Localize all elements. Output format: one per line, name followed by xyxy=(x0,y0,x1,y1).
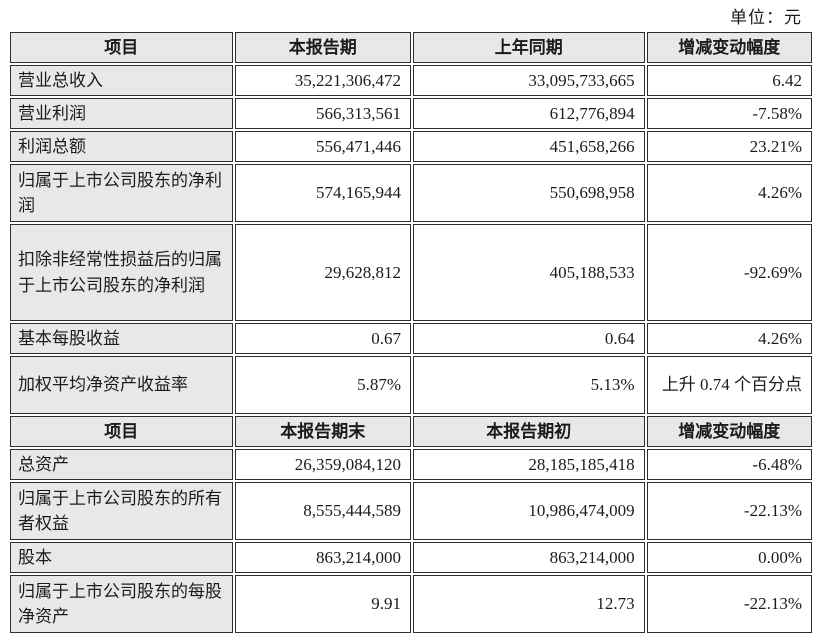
table-row: 营业利润 566,313,561 612,776,894 -7.58% xyxy=(10,98,812,129)
current-value-cell: 5.87% xyxy=(234,356,411,414)
prior-value-cell: 612,776,894 xyxy=(412,98,645,129)
current-value-cell: 863,214,000 xyxy=(234,542,411,573)
table-row: 基本每股收益 0.67 0.64 4.26% xyxy=(10,323,812,354)
change-value-cell: 4.26% xyxy=(646,323,812,354)
prior-value-cell: 451,658,266 xyxy=(412,131,645,162)
table1-header-row: 项目 本报告期 上年同期 增减变动幅度 xyxy=(10,32,812,63)
item-cell: 营业利润 xyxy=(10,98,233,129)
table1-header-item: 项目 xyxy=(10,32,233,63)
prior-value-cell: 863,214,000 xyxy=(412,542,645,573)
prior-value-cell: 405,188,533 xyxy=(412,224,645,321)
change-value-cell: 0.00% xyxy=(646,542,812,573)
table2-header-row: 项目 本报告期末 本报告期初 增减变动幅度 xyxy=(10,416,812,447)
table2-header-item: 项目 xyxy=(10,416,233,447)
current-value-cell: 0.67 xyxy=(234,323,411,354)
prior-value-cell: 0.64 xyxy=(412,323,645,354)
table-row: 归属于上市公司股东的所有者权益 8,555,444,589 10,986,474… xyxy=(10,482,812,540)
table-row: 营业总收入 35,221,306,472 33,095,733,665 6.42 xyxy=(10,65,812,96)
change-value-cell: -22.13% xyxy=(646,575,812,633)
table2-header-change: 增减变动幅度 xyxy=(646,416,812,447)
prior-value-cell: 33,095,733,665 xyxy=(412,65,645,96)
table-row: 归属于上市公司股东的每股净资产 9.91 12.73 -22.13% xyxy=(10,575,812,633)
change-value-cell: -92.69% xyxy=(646,224,812,321)
table-row: 归属于上市公司股东的净利润 574,165,944 550,698,958 4.… xyxy=(10,164,812,222)
current-value-cell: 9.91 xyxy=(234,575,411,633)
table-row: 扣除非经常性损益后的归属于上市公司股东的净利润 29,628,812 405,1… xyxy=(10,224,812,321)
current-value-cell: 35,221,306,472 xyxy=(234,65,411,96)
change-value-cell: 23.21% xyxy=(646,131,812,162)
prior-value-cell: 550,698,958 xyxy=(412,164,645,222)
current-value-cell: 556,471,446 xyxy=(234,131,411,162)
table2-header-current: 本报告期末 xyxy=(234,416,411,447)
table-row: 股本 863,214,000 863,214,000 0.00% xyxy=(10,542,812,573)
table1-header-change: 增减变动幅度 xyxy=(646,32,812,63)
change-value-cell: -6.48% xyxy=(646,449,812,480)
table1-header-prior: 上年同期 xyxy=(412,32,645,63)
item-cell: 基本每股收益 xyxy=(10,323,233,354)
change-value-cell: -22.13% xyxy=(646,482,812,540)
item-cell: 营业总收入 xyxy=(10,65,233,96)
item-cell: 归属于上市公司股东的所有者权益 xyxy=(10,482,233,540)
prior-value-cell: 5.13% xyxy=(412,356,645,414)
item-cell: 总资产 xyxy=(10,449,233,480)
prior-value-cell: 28,185,185,418 xyxy=(412,449,645,480)
current-value-cell: 8,555,444,589 xyxy=(234,482,411,540)
item-cell: 加权平均净资产收益率 xyxy=(10,356,233,414)
current-value-cell: 574,165,944 xyxy=(234,164,411,222)
item-cell: 股本 xyxy=(10,542,233,573)
change-value-cell: 上升 0.74 个百分点 xyxy=(646,356,812,414)
table2-header-prior: 本报告期初 xyxy=(412,416,645,447)
financial-summary-table: 项目 本报告期 上年同期 增减变动幅度 营业总收入 35,221,306,472… xyxy=(8,30,814,635)
table-row: 利润总额 556,471,446 451,658,266 23.21% xyxy=(10,131,812,162)
item-cell: 归属于上市公司股东的净利润 xyxy=(10,164,233,222)
table1-header-current: 本报告期 xyxy=(234,32,411,63)
current-value-cell: 566,313,561 xyxy=(234,98,411,129)
item-cell: 利润总额 xyxy=(10,131,233,162)
table-row: 总资产 26,359,084,120 28,185,185,418 -6.48% xyxy=(10,449,812,480)
current-value-cell: 26,359,084,120 xyxy=(234,449,411,480)
prior-value-cell: 12.73 xyxy=(412,575,645,633)
change-value-cell: 6.42 xyxy=(646,65,812,96)
change-value-cell: 4.26% xyxy=(646,164,812,222)
table-row: 加权平均净资产收益率 5.87% 5.13% 上升 0.74 个百分点 xyxy=(10,356,812,414)
change-value-cell: -7.58% xyxy=(646,98,812,129)
item-cell: 扣除非经常性损益后的归属于上市公司股东的净利润 xyxy=(10,224,233,321)
prior-value-cell: 10,986,474,009 xyxy=(412,482,645,540)
item-cell: 归属于上市公司股东的每股净资产 xyxy=(10,575,233,633)
current-value-cell: 29,628,812 xyxy=(234,224,411,321)
unit-label: 单位：元 xyxy=(730,8,802,27)
